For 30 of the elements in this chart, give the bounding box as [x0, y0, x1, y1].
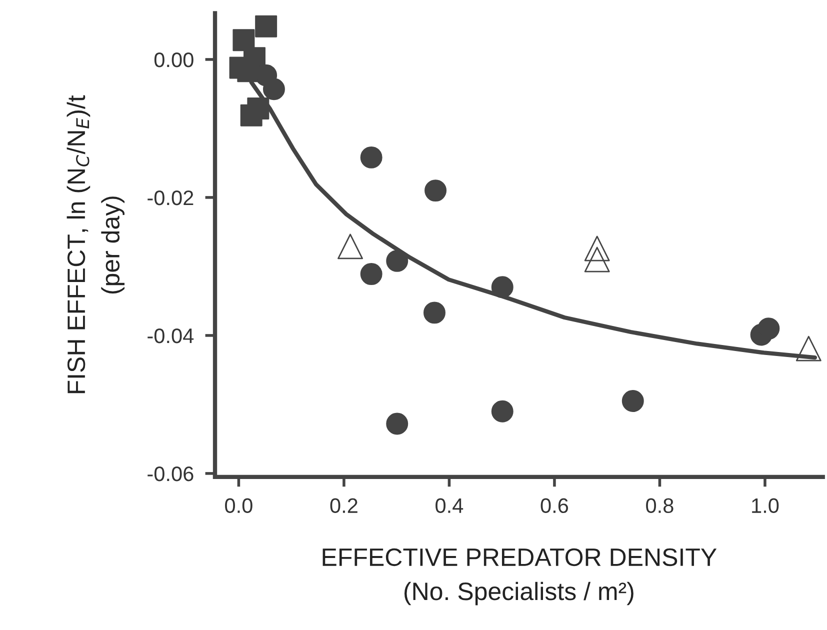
y-tick-label: 0.00 [154, 52, 194, 68]
x-tick-label: 0.4 [436, 498, 464, 514]
y-tick-label: -0.04 [148, 328, 194, 344]
point [360, 263, 382, 286]
x-tick-label: 0.8 [646, 498, 674, 514]
point [423, 302, 446, 324]
y-tick-label: -0.02 [148, 190, 194, 206]
point [247, 97, 270, 120]
x-axis-title: EFFECTIVE PREDATOR DENSITY (No. Specialists / m²) [322, 548, 717, 606]
point [584, 236, 610, 262]
y-tick-label: -0.06 [148, 466, 194, 482]
point [491, 276, 514, 298]
x-tick-label: 1.0 [752, 498, 779, 514]
text: FISH EFFECT, ln (N$_{C}$/N$_{E}$)/t (per day) [66, 95, 124, 394]
point [232, 29, 255, 52]
x-tick-label: 0.6 [540, 498, 568, 514]
x-tick-label: 0.0 [225, 498, 252, 514]
point [386, 412, 408, 435]
point [262, 78, 285, 100]
point [255, 15, 278, 38]
point [360, 146, 382, 168]
point [386, 250, 408, 272]
point [584, 246, 610, 272]
point [424, 180, 447, 202]
point [491, 400, 514, 422]
point [796, 336, 822, 362]
point [338, 234, 363, 260]
x-tick-label: 0.2 [330, 498, 358, 514]
point [758, 318, 780, 340]
point [622, 390, 644, 412]
